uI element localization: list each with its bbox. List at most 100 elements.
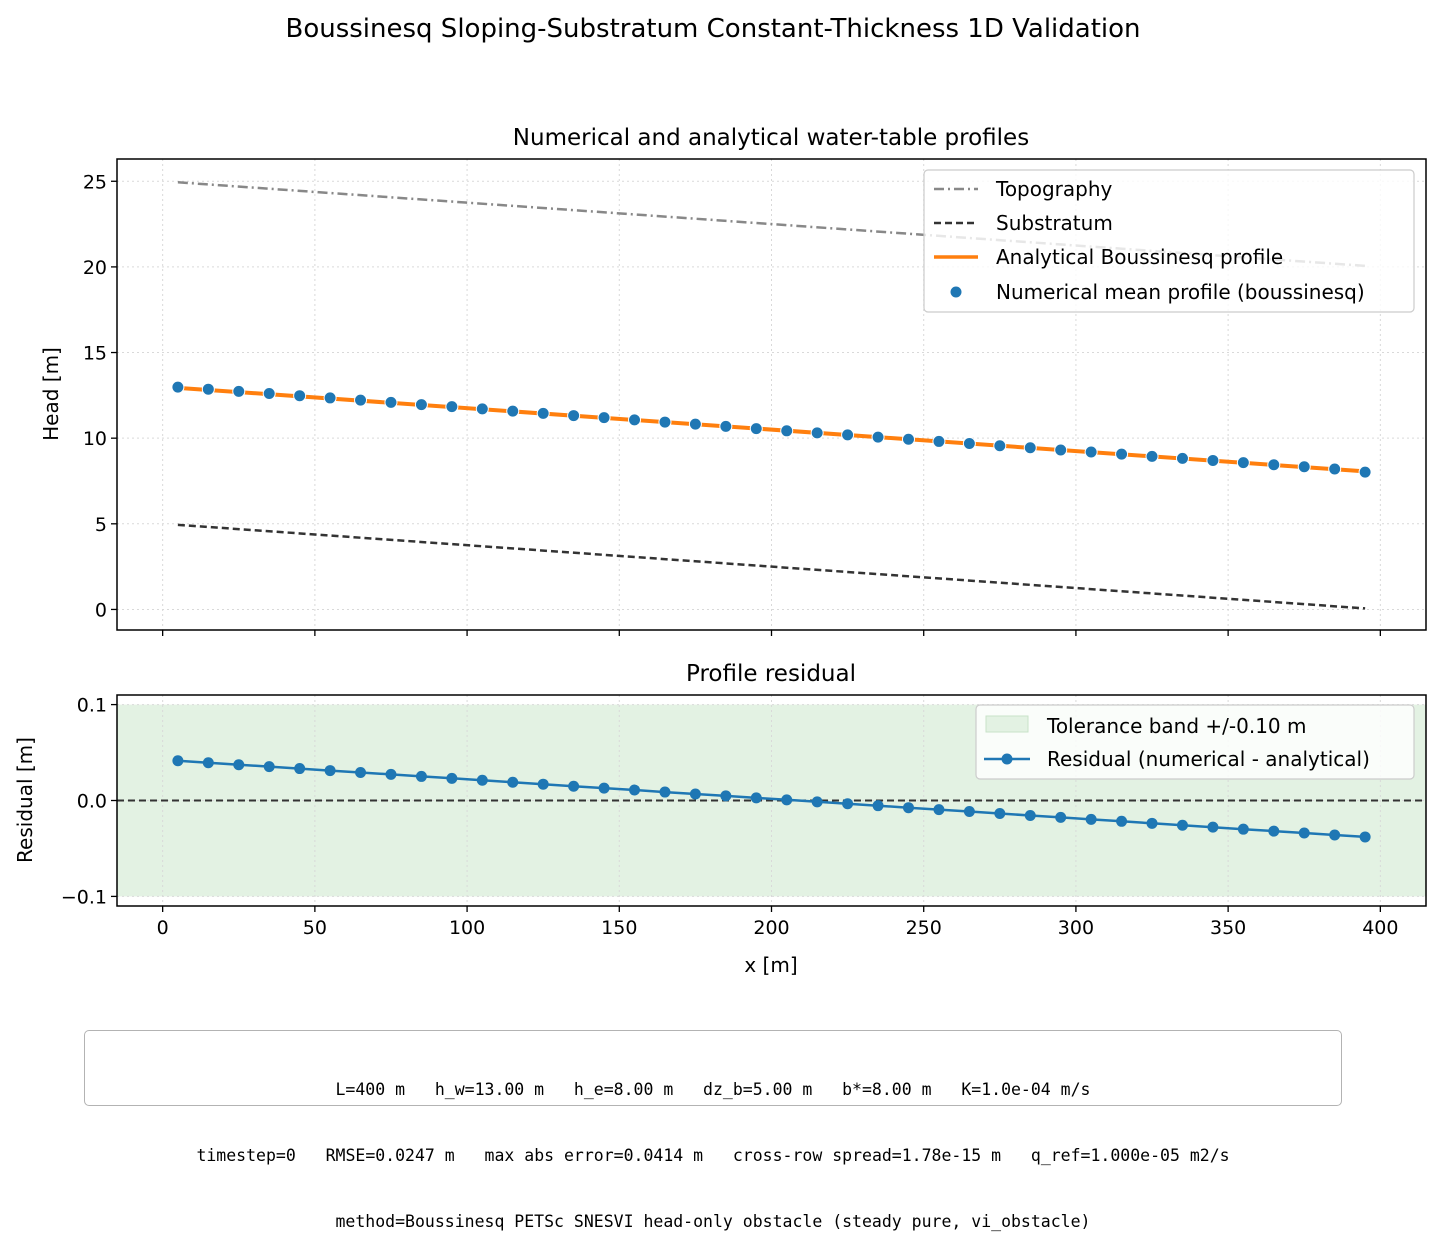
numerical-profile-point xyxy=(1145,449,1159,463)
residual-point xyxy=(1176,819,1188,831)
numerical-profile-point xyxy=(201,382,215,396)
numerical-profile-point xyxy=(536,406,550,420)
numerical-profile-point xyxy=(1175,451,1189,465)
residual-xtick-label: 0 xyxy=(157,917,169,939)
residual-point xyxy=(689,788,701,800)
numerical-profile-point xyxy=(1206,453,1220,467)
legend-substratum-label: Substratum xyxy=(996,211,1113,235)
residual-point xyxy=(781,794,793,806)
head-legend-frame xyxy=(923,169,1415,313)
residual-ticks: 0 50 100 150 200 250 300 350 400 −0.1 0.0 0.1 xyxy=(61,695,1399,939)
numerical-profile-point xyxy=(1236,456,1250,470)
residual-point xyxy=(994,808,1006,820)
head-legend: Topography Substratum Analytical Boussin… xyxy=(923,169,1415,313)
numerical-profile-point xyxy=(567,409,581,423)
numerical-profile-point xyxy=(932,434,946,448)
residual-xtick-label: 400 xyxy=(1362,917,1398,939)
residual-point xyxy=(629,784,641,796)
figure-title: Boussinesq Sloping-Substratum Constant-T… xyxy=(285,14,1140,44)
numerical-profile-point xyxy=(475,402,489,416)
numerical-profile-point xyxy=(1084,445,1098,459)
residual-point xyxy=(1359,831,1371,843)
residual-ytick-label: −0.1 xyxy=(61,886,107,908)
residual-point xyxy=(1146,817,1158,829)
residual-line xyxy=(177,759,1366,839)
numerical-profile-point xyxy=(628,413,642,427)
residual-xtick-label: 350 xyxy=(1210,917,1246,939)
legend-residual-marker-swatch xyxy=(1001,753,1013,765)
figure: Boussinesq Sloping-Substratum Constant-T… xyxy=(13,14,1427,977)
residual-point xyxy=(1298,827,1310,839)
numerical-profile-point xyxy=(1358,465,1372,479)
numerical-profile-point xyxy=(597,411,611,425)
numerical-profile-point xyxy=(1267,458,1281,472)
numerical-profile-point xyxy=(232,384,246,398)
residual-point xyxy=(202,757,214,769)
residual-xtick-label: 50 xyxy=(303,917,327,939)
numerical-profile-point xyxy=(171,380,185,394)
numerical-profile-point xyxy=(1023,441,1037,455)
substratum-line xyxy=(177,523,1366,610)
residual-point xyxy=(446,772,458,784)
head-ticks: 0 5 10 15 20 25 xyxy=(83,171,1381,636)
residual-point xyxy=(1207,821,1219,833)
residual-point xyxy=(659,786,671,798)
numerical-profile-point xyxy=(384,395,398,409)
numerical-profile-point xyxy=(1297,460,1311,474)
residual-xlabel: x [m] xyxy=(744,953,797,977)
numerical-profile-point xyxy=(688,417,702,431)
numerical-profile-point xyxy=(901,432,915,446)
head-ytick-label: 10 xyxy=(83,428,107,450)
residual-ytick-label: 0.0 xyxy=(77,791,107,813)
head-axes-title: Numerical and analytical water-table pro… xyxy=(513,125,1029,151)
residual-point xyxy=(1116,815,1128,827)
numerical-profile-point xyxy=(749,422,763,436)
numerical-profile-point xyxy=(841,428,855,442)
residual-point xyxy=(568,780,580,792)
residual-axes: Profile residual 0 50 100 150 200 250 300 350 40… xyxy=(13,661,1427,977)
residual-point xyxy=(263,761,275,773)
numerical-profile-point xyxy=(1115,447,1129,461)
legend-tolerance-swatch xyxy=(985,715,1029,733)
residual-xtick-label: 200 xyxy=(753,917,789,939)
residual-point xyxy=(537,778,549,790)
numerical-profile-point xyxy=(323,391,337,405)
residual-legend: Tolerance band +/-0.10 m Residual (numer… xyxy=(975,704,1415,780)
info-line-method: method=Boussinesq PETSc SNESVI head-only… xyxy=(335,1212,1091,1231)
residual-xtick-label: 300 xyxy=(1058,917,1094,939)
residual-xtick-label: 250 xyxy=(906,917,942,939)
numerical-profile-point xyxy=(354,393,368,407)
numerical-profile-point xyxy=(780,424,794,438)
numerical-profile-point xyxy=(262,386,276,400)
legend-numerical-swatch xyxy=(949,285,963,299)
residual-legend-frame xyxy=(975,704,1415,780)
residual-point xyxy=(507,776,519,788)
residual-point xyxy=(811,796,823,808)
residual-point xyxy=(415,770,427,782)
residual-ylabel: Residual [m] xyxy=(13,737,37,863)
residual-point xyxy=(933,804,945,816)
residual-point xyxy=(963,806,975,818)
legend-topography-label: Topography xyxy=(995,177,1113,201)
legend-residual-label: Residual (numerical - analytical) xyxy=(1047,747,1370,771)
residual-point xyxy=(385,768,397,780)
residual-point xyxy=(842,798,854,810)
head-ylabel: Head [m] xyxy=(39,347,63,441)
residual-point xyxy=(902,802,914,814)
numerical-profile-point xyxy=(810,426,824,440)
analytical-profile-line xyxy=(177,385,1366,474)
residual-point xyxy=(598,782,610,794)
residual-point xyxy=(720,790,732,802)
numerical-profile-point xyxy=(719,419,733,433)
residual-point xyxy=(1237,823,1249,835)
residual-point xyxy=(872,800,884,812)
numerical-profile-point xyxy=(871,430,885,444)
run-info-box: L=400 m h_w=13.00 m h_e=8.00 m dz_b=5.00… xyxy=(84,1030,1342,1231)
numerical-profile-point xyxy=(962,436,976,450)
residual-xtick-label: 150 xyxy=(601,917,637,939)
residual-point xyxy=(476,774,488,786)
head-ytick-label: 20 xyxy=(83,257,107,279)
legend-numerical-label: Numerical mean profile (boussinesq) xyxy=(996,280,1365,304)
residual-data-layer xyxy=(117,755,1426,843)
residual-point xyxy=(1268,825,1280,837)
